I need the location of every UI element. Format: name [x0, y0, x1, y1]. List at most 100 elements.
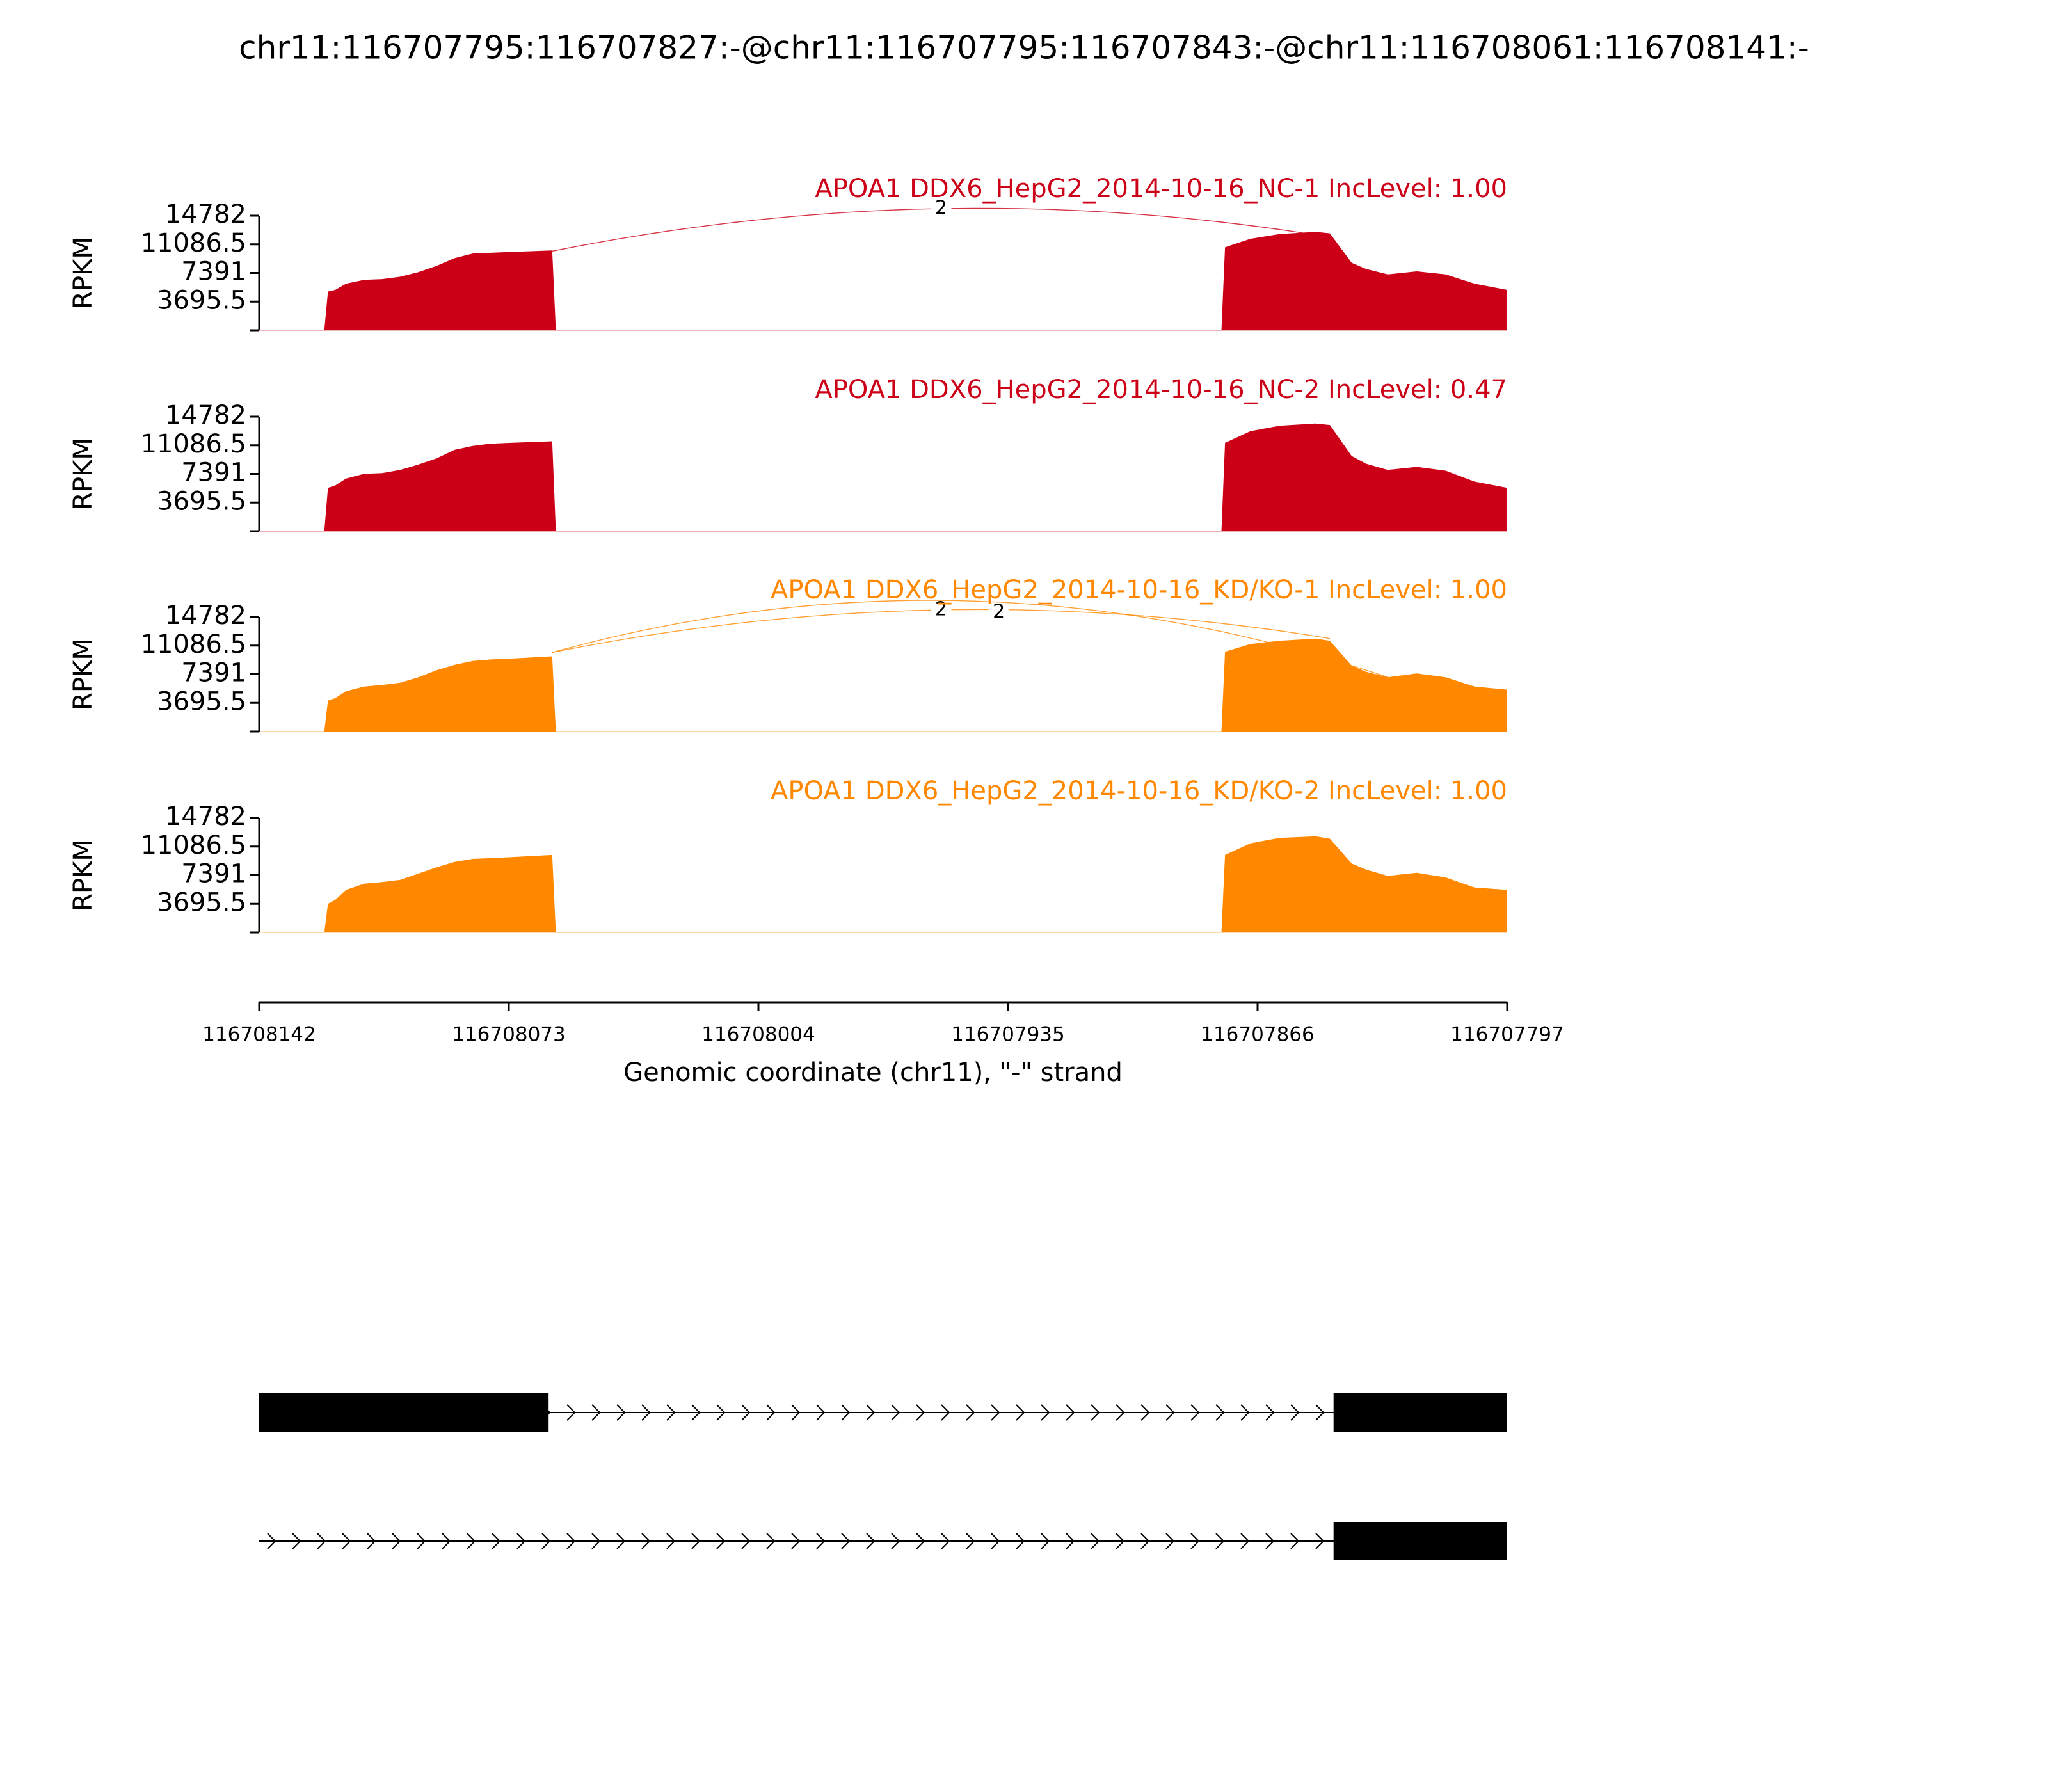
strand-arrow — [1116, 1533, 1125, 1549]
strand-arrow — [916, 1533, 925, 1549]
y-axis-label: RPKM — [68, 638, 98, 710]
x-tick-label: 116707797 — [1450, 1023, 1564, 1046]
junction-count-label: 2 — [935, 598, 947, 621]
strand-arrow — [741, 1533, 751, 1549]
strand-arrow — [317, 1533, 326, 1549]
strand-arrow — [766, 1404, 776, 1421]
strand-arrow — [1240, 1404, 1250, 1421]
strand-arrow — [1240, 1533, 1250, 1549]
strand-arrow — [1066, 1533, 1075, 1549]
x-axis-label: Genomic coordinate (chr11), "-" strand — [623, 1058, 1123, 1087]
strand-arrow — [916, 1404, 925, 1421]
x-tick-label: 116708004 — [701, 1023, 815, 1046]
strand-arrow — [1265, 1533, 1275, 1549]
strand-arrow — [1215, 1533, 1225, 1549]
strand-arrow — [492, 1533, 501, 1549]
x-tick-label: 116708073 — [452, 1023, 566, 1046]
junction-label-bg — [988, 604, 1009, 621]
y-tick-label: 7391 — [181, 458, 246, 488]
strand-arrow — [891, 1404, 900, 1421]
y-tick-label: 3695.5 — [157, 486, 246, 516]
strand-arrow — [791, 1533, 801, 1549]
strand-arrow — [941, 1533, 950, 1549]
strand-arrow — [566, 1404, 576, 1421]
strand-arrow — [841, 1404, 851, 1421]
strand-arrow — [691, 1404, 701, 1421]
sample-title: APOA1 DDX6_HepG2_2014-10-16_KD/KO-2 IncL… — [771, 776, 1507, 806]
y-tick-label: 3695.5 — [157, 285, 246, 315]
strand-arrow — [1290, 1404, 1300, 1421]
y-tick-label: 11086.5 — [141, 630, 246, 659]
strand-arrow — [342, 1533, 351, 1549]
coverage-area — [259, 423, 1507, 531]
strand-arrow — [1165, 1533, 1175, 1549]
exon-block — [1333, 1522, 1507, 1560]
y-tick-label: 11086.5 — [141, 228, 246, 258]
strand-arrow — [616, 1533, 626, 1549]
strand-arrow — [392, 1533, 401, 1549]
strand-arrow — [1315, 1404, 1325, 1421]
strand-arrow — [417, 1533, 426, 1549]
transcript — [259, 1522, 1507, 1560]
strand-arrow — [741, 1404, 751, 1421]
plot-title: chr11:116707795:116707827:-@chr11:116707… — [239, 29, 1809, 67]
x-tick-label: 116707866 — [1201, 1023, 1315, 1046]
strand-arrow — [616, 1404, 626, 1421]
junction-label-bg — [931, 601, 952, 619]
strand-arrow — [367, 1533, 376, 1549]
strand-arrow — [292, 1533, 301, 1549]
junction-label-bg — [931, 200, 952, 218]
strand-arrow — [716, 1404, 726, 1421]
sample-title: APOA1 DDX6_HepG2_2014-10-16_NC-1 IncLeve… — [815, 174, 1507, 204]
strand-arrow — [816, 1404, 826, 1421]
strand-arrow — [791, 1404, 801, 1421]
strand-arrow — [1091, 1404, 1100, 1421]
strand-arrow — [1190, 1404, 1200, 1421]
strand-arrow — [1041, 1404, 1050, 1421]
strand-arrow — [1140, 1533, 1150, 1549]
strand-arrow — [591, 1533, 601, 1549]
coverage-area — [259, 638, 1507, 732]
y-tick-label: 14782 — [165, 200, 246, 229]
sample-title: APOA1 DDX6_HepG2_2014-10-16_NC-2 IncLeve… — [815, 375, 1507, 404]
y-tick-label: 11086.5 — [141, 831, 246, 860]
y-tick-label: 3695.5 — [157, 888, 246, 917]
strand-arrow — [991, 1533, 1000, 1549]
strand-arrow — [966, 1404, 975, 1421]
strand-arrow — [591, 1404, 601, 1421]
y-axis-label: RPKM — [68, 237, 98, 309]
strand-arrow — [267, 1533, 276, 1549]
strand-arrow — [1041, 1533, 1050, 1549]
x-tick-label: 116708142 — [202, 1023, 316, 1046]
strand-arrow — [991, 1404, 1000, 1421]
strand-arrow — [766, 1533, 776, 1549]
y-tick-label: 7391 — [181, 659, 246, 688]
strand-arrow — [841, 1533, 851, 1549]
strand-arrow — [891, 1533, 900, 1549]
strand-arrow — [566, 1533, 576, 1549]
strand-arrow — [716, 1533, 726, 1549]
strand-arrow — [1290, 1533, 1300, 1549]
strand-arrow — [1215, 1404, 1225, 1421]
strand-arrow — [516, 1533, 526, 1549]
strand-arrow — [1190, 1533, 1200, 1549]
strand-arrow — [442, 1533, 451, 1549]
strand-arrow — [941, 1404, 950, 1421]
strand-arrow — [816, 1533, 826, 1549]
y-tick-label: 3695.5 — [157, 687, 246, 716]
exon-block — [1333, 1393, 1507, 1432]
strand-arrow — [1016, 1404, 1025, 1421]
y-tick-label: 11086.5 — [141, 429, 246, 459]
x-axis: Genomic coordinate (chr11), "-" strand 1… — [202, 1001, 1564, 1087]
strand-arrow — [1140, 1404, 1150, 1421]
strand-arrow — [666, 1533, 676, 1549]
transcript-track — [259, 1393, 1507, 1560]
strand-arrow — [866, 1533, 876, 1549]
x-tick-label: 116707935 — [951, 1023, 1065, 1046]
strand-arrow — [541, 1533, 551, 1549]
